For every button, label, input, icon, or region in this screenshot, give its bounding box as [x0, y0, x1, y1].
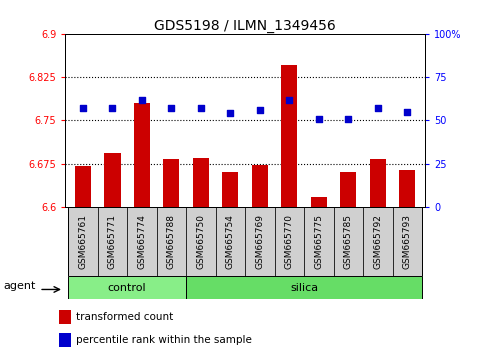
- Text: GSM665785: GSM665785: [344, 214, 353, 269]
- Point: [109, 105, 116, 111]
- Text: GSM665775: GSM665775: [314, 214, 323, 269]
- Bar: [156, 207, 186, 276]
- Bar: [75, 166, 91, 207]
- Bar: [281, 65, 298, 207]
- Point: [315, 116, 323, 121]
- Bar: [127, 207, 156, 276]
- Bar: [59, 333, 71, 347]
- Text: GSM665770: GSM665770: [285, 214, 294, 269]
- Text: GSM665769: GSM665769: [256, 214, 264, 269]
- Bar: [304, 207, 334, 276]
- Bar: [245, 207, 275, 276]
- Point: [197, 105, 205, 111]
- Point: [374, 105, 382, 111]
- Text: GSM665792: GSM665792: [373, 214, 383, 269]
- Text: transformed count: transformed count: [76, 312, 173, 322]
- Bar: [68, 207, 98, 276]
- Text: agent: agent: [3, 281, 36, 291]
- Bar: [59, 310, 71, 324]
- Text: GSM665761: GSM665761: [78, 214, 87, 269]
- Bar: [311, 197, 327, 207]
- Point: [79, 105, 87, 111]
- Bar: [186, 207, 215, 276]
- Text: GSM665750: GSM665750: [197, 214, 205, 269]
- Point: [256, 107, 264, 113]
- Text: percentile rank within the sample: percentile rank within the sample: [76, 335, 252, 345]
- Text: silica: silica: [290, 282, 318, 293]
- Point: [344, 116, 352, 121]
- Bar: [134, 103, 150, 207]
- Bar: [98, 207, 127, 276]
- Text: GSM665754: GSM665754: [226, 214, 235, 269]
- Text: GSM665793: GSM665793: [403, 214, 412, 269]
- Text: control: control: [108, 282, 146, 293]
- Point: [285, 97, 293, 102]
- Text: GSM665788: GSM665788: [167, 214, 176, 269]
- Bar: [340, 172, 356, 207]
- Point: [138, 97, 146, 102]
- Bar: [334, 207, 363, 276]
- Bar: [393, 207, 422, 276]
- Bar: [186, 276, 422, 299]
- Text: GSM665774: GSM665774: [137, 214, 146, 269]
- Point: [403, 109, 411, 115]
- Bar: [104, 153, 120, 207]
- Bar: [275, 207, 304, 276]
- Bar: [399, 170, 415, 207]
- Text: GSM665771: GSM665771: [108, 214, 117, 269]
- Bar: [252, 165, 268, 207]
- Bar: [370, 159, 386, 207]
- Point: [227, 110, 234, 116]
- Title: GDS5198 / ILMN_1349456: GDS5198 / ILMN_1349456: [154, 19, 336, 33]
- Bar: [68, 276, 186, 299]
- Bar: [163, 159, 180, 207]
- Bar: [215, 207, 245, 276]
- Bar: [222, 172, 239, 207]
- Bar: [363, 207, 393, 276]
- Bar: [193, 158, 209, 207]
- Point: [168, 105, 175, 111]
